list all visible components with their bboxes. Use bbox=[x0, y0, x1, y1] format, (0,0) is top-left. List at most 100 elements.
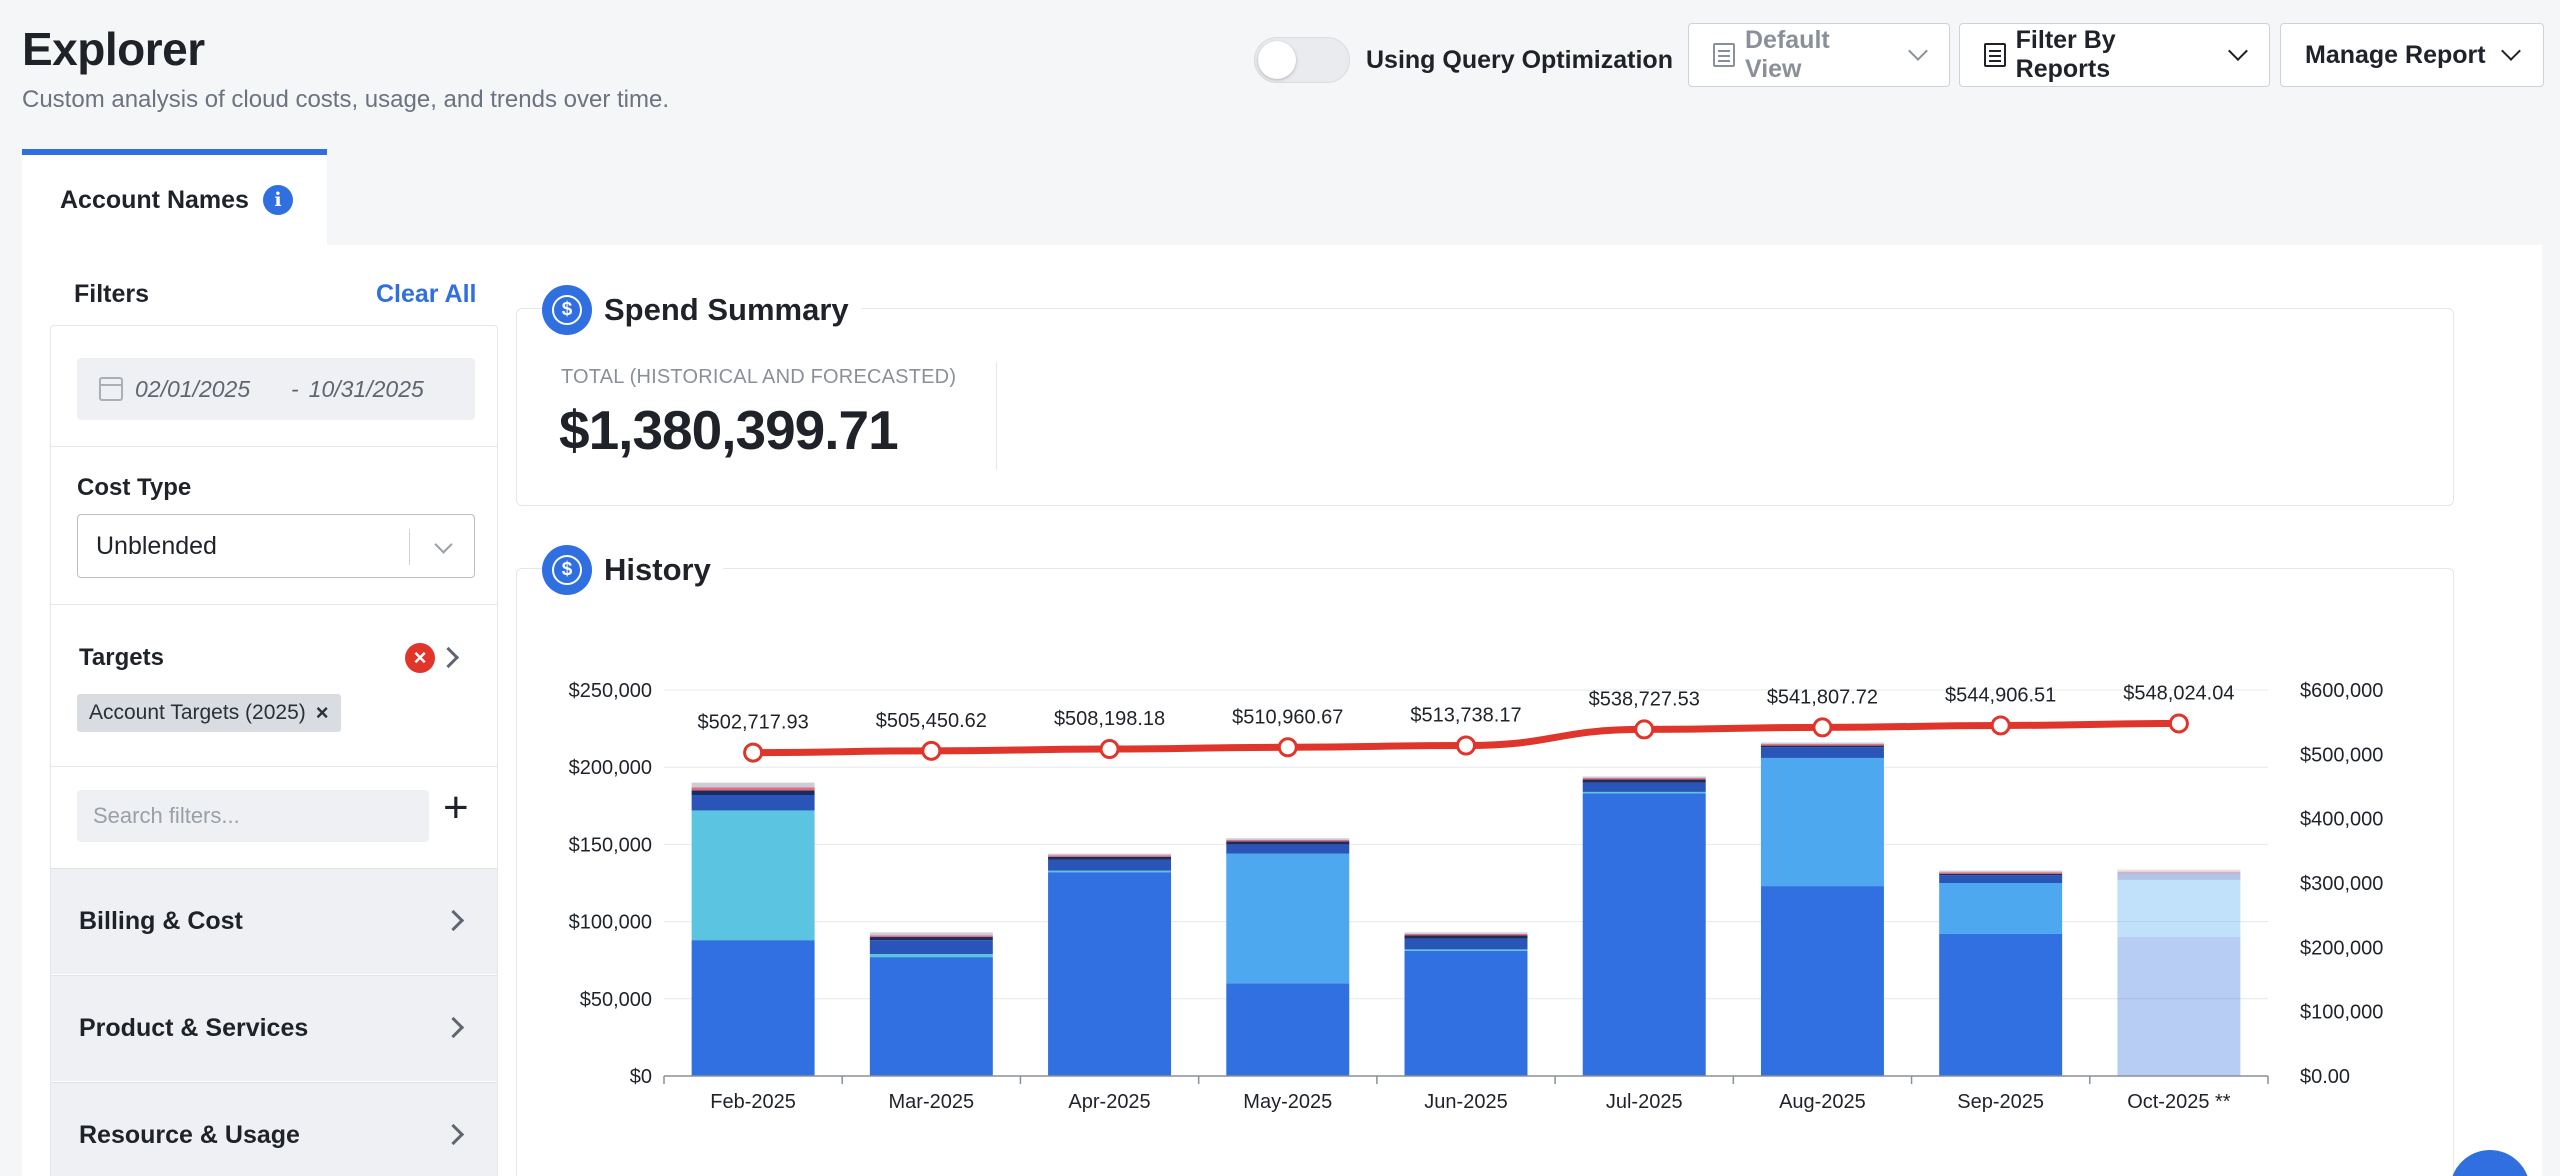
bar-segment bbox=[1582, 779, 1706, 783]
bar-segment bbox=[1226, 838, 1350, 840]
chevron-right-icon bbox=[442, 909, 465, 932]
bar-segment bbox=[691, 794, 815, 811]
bar-segment bbox=[1404, 950, 1528, 1076]
y-tick-label-left: $0 bbox=[630, 1066, 652, 1088]
section-label: Product & Services bbox=[79, 1014, 309, 1042]
toggle-knob bbox=[1258, 41, 1296, 79]
dollar-icon: $ bbox=[542, 285, 592, 335]
add-filter-icon[interactable]: + bbox=[443, 783, 469, 832]
manage-report-button[interactable]: Manage Report bbox=[2280, 23, 2544, 87]
section-label: Resource & Usage bbox=[79, 1121, 300, 1149]
bar-segment bbox=[1404, 949, 1528, 951]
bar-segment bbox=[1582, 782, 1706, 792]
bar-segment bbox=[869, 932, 993, 936]
target-chip-label: Account Targets (2025) bbox=[89, 701, 306, 724]
target-chip: Account Targets (2025) × bbox=[77, 694, 341, 732]
spend-summary-card bbox=[516, 308, 2454, 506]
search-filters-input[interactable] bbox=[77, 790, 429, 842]
total-value: $1,380,399.71 bbox=[559, 399, 899, 461]
y-tick-label-left: $150,000 bbox=[569, 834, 652, 856]
divider bbox=[996, 362, 997, 470]
section-billing-cost[interactable]: Billing & Cost bbox=[51, 868, 497, 974]
manage-report-label: Manage Report bbox=[2305, 40, 2486, 69]
bar-segment bbox=[869, 940, 993, 955]
bar-segment bbox=[1048, 859, 1172, 871]
tab-account-names[interactable]: Account Names i bbox=[22, 149, 327, 245]
query-optimization-toggle[interactable] bbox=[1254, 37, 1350, 83]
bar-segment bbox=[1404, 932, 1528, 934]
page-title: Explorer bbox=[22, 23, 205, 75]
clear-targets-icon[interactable]: × bbox=[405, 643, 435, 673]
bar-segment bbox=[1939, 875, 2063, 883]
y-tick-label-right: $200,000 bbox=[2300, 937, 2383, 959]
bar-segment bbox=[1048, 855, 1172, 857]
bar-segment bbox=[1939, 883, 2063, 934]
y-tick-label-right: $600,000 bbox=[2300, 680, 2383, 702]
default-view-button[interactable]: Default View bbox=[1688, 23, 1950, 87]
chevron-right-icon bbox=[442, 1016, 465, 1039]
bar-segment bbox=[1582, 791, 1706, 794]
line-data-label: $541,807.72 bbox=[1767, 686, 1878, 708]
y-tick-label-right: $300,000 bbox=[2300, 873, 2383, 895]
document-icon bbox=[1984, 43, 2006, 67]
bar-segment bbox=[1939, 870, 2063, 873]
remove-chip-icon[interactable]: × bbox=[315, 700, 329, 725]
filters-title: Filters bbox=[74, 280, 150, 308]
cost-type-select[interactable]: Unblended bbox=[77, 514, 475, 578]
section-resource-usage[interactable]: Resource & Usage bbox=[51, 1082, 497, 1176]
default-view-label: Default View bbox=[1744, 26, 1830, 83]
bar-segment bbox=[1760, 742, 1884, 745]
x-tick-label: Sep-2025 bbox=[1957, 1091, 2044, 1113]
line-data-label: $505,450.62 bbox=[876, 710, 987, 732]
history-title: History bbox=[604, 552, 711, 587]
line-data-label: $502,717.93 bbox=[697, 712, 808, 734]
date-range-picker[interactable]: 02/01/2025 - 10/31/2025 bbox=[77, 358, 475, 420]
bar-segment bbox=[2117, 879, 2241, 938]
line-point bbox=[1277, 737, 1298, 758]
bar-segment bbox=[1048, 872, 1172, 1076]
clear-all-link[interactable]: Clear All bbox=[376, 280, 477, 308]
y-tick-label-right: $400,000 bbox=[2300, 809, 2383, 831]
chevron-down-icon bbox=[434, 535, 453, 554]
bar-segment bbox=[691, 782, 815, 788]
filter-by-reports-button[interactable]: Filter By Reports bbox=[1959, 23, 2270, 87]
cost-type-value: Unblended bbox=[96, 531, 217, 560]
line-data-label: $508,198.18 bbox=[1054, 708, 1165, 730]
bar-segment bbox=[691, 810, 815, 941]
x-tick-label: May-2025 bbox=[1243, 1091, 1332, 1113]
y-tick-label-right: $100,000 bbox=[2300, 1002, 2383, 1024]
line-data-label: $544,906.51 bbox=[1945, 684, 2056, 706]
x-tick-label: Apr-2025 bbox=[1068, 1091, 1150, 1113]
divider bbox=[51, 604, 497, 605]
x-tick-label: Jul-2025 bbox=[1606, 1091, 1683, 1113]
date-separator: - bbox=[291, 375, 299, 402]
chevron-right-icon[interactable] bbox=[437, 646, 460, 669]
chevron-down-icon bbox=[2228, 41, 2248, 61]
bar-segment bbox=[1226, 853, 1350, 984]
total-label: TOTAL (HISTORICAL AND FORECASTED) bbox=[561, 366, 957, 388]
x-tick-label: Oct-2025 ** bbox=[2127, 1091, 2231, 1113]
y-tick-label-left: $50,000 bbox=[580, 989, 652, 1011]
x-tick-label: Mar-2025 bbox=[889, 1091, 975, 1113]
line-data-label: $510,960.67 bbox=[1232, 706, 1343, 728]
date-end: 10/31/2025 bbox=[308, 375, 424, 402]
bar-segment bbox=[869, 957, 993, 1076]
bar-segment bbox=[1048, 870, 1172, 873]
section-product-services[interactable]: Product & Services bbox=[51, 975, 497, 1081]
chevron-down-icon bbox=[2500, 41, 2521, 61]
line-point bbox=[921, 740, 942, 761]
bar-segment bbox=[2117, 869, 2241, 871]
bar-segment bbox=[691, 787, 815, 791]
x-tick-label: Jun-2025 bbox=[1424, 1091, 1507, 1113]
line-data-label: $538,727.53 bbox=[1589, 688, 1700, 710]
x-tick-label: Feb-2025 bbox=[710, 1091, 796, 1113]
bar-segment bbox=[1939, 933, 2063, 1076]
info-icon[interactable]: i bbox=[262, 185, 293, 215]
bar-segment bbox=[1939, 873, 2063, 876]
bar-segment bbox=[2117, 937, 2241, 1076]
line-point bbox=[743, 742, 764, 763]
bar-segment bbox=[1404, 938, 1528, 950]
bar-segment bbox=[1760, 886, 1884, 1076]
tab-label: Account Names bbox=[60, 185, 249, 214]
bar-segment bbox=[1760, 745, 1884, 748]
